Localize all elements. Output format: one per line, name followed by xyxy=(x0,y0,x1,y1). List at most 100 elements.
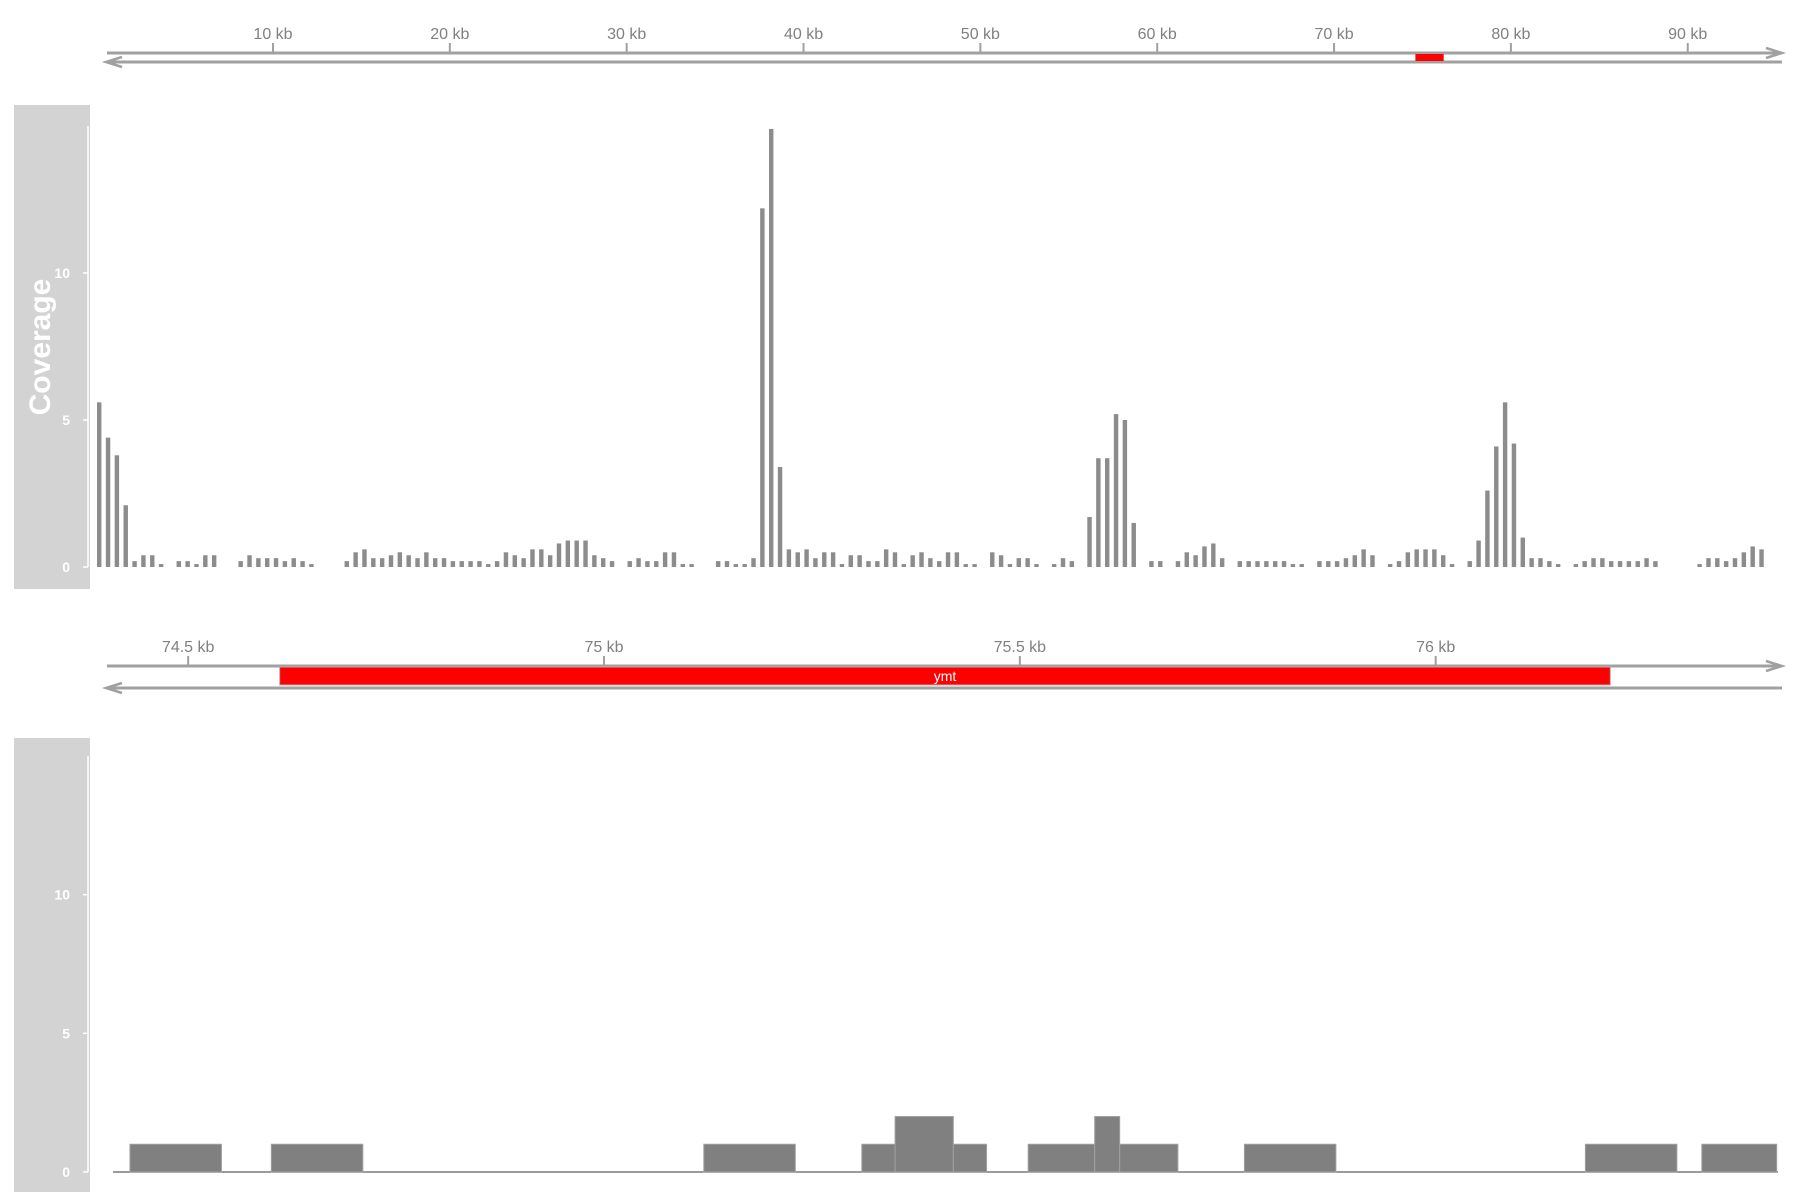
coverage-bar xyxy=(433,558,438,567)
coverage-bar xyxy=(141,555,146,567)
coverage-bar xyxy=(265,558,270,567)
y-axis-tick-label: 5 xyxy=(62,412,70,428)
highlight-region xyxy=(1415,54,1444,61)
coverage-bar xyxy=(945,552,951,567)
coverage-segment xyxy=(952,1143,988,1173)
coverage-bar xyxy=(1113,414,1119,567)
coverage-bar xyxy=(1441,555,1446,567)
coverage-bar xyxy=(176,561,181,567)
genome-axis-tick-label: 10 kb xyxy=(253,26,292,43)
coverage-bar xyxy=(1644,558,1649,567)
coverage-bar xyxy=(150,555,155,567)
coverage-bar xyxy=(1547,561,1552,567)
coverage-bar xyxy=(1051,564,1057,567)
coverage-bar xyxy=(459,561,464,567)
coverage-bar xyxy=(114,455,120,567)
coverage-bar xyxy=(689,564,694,567)
coverage-bar xyxy=(1281,561,1287,567)
coverage-bar xyxy=(1149,561,1154,567)
coverage-segment xyxy=(1243,1143,1337,1173)
coverage-bar xyxy=(1715,558,1720,567)
coverage-segment xyxy=(1119,1143,1179,1173)
coverage-bar xyxy=(247,555,252,567)
coverage-track-panel: Coverage 0 5 10 xyxy=(14,105,90,589)
coverage-bar xyxy=(211,555,217,567)
coverage-bar xyxy=(468,561,473,567)
coverage-bar xyxy=(1016,558,1021,567)
coverage-bar xyxy=(1573,564,1579,567)
coverage-bar xyxy=(972,564,977,567)
arrow-right-icon xyxy=(1765,46,1787,60)
coverage-bar xyxy=(998,555,1004,567)
coverage-bar xyxy=(503,552,509,567)
coverage-bar xyxy=(583,540,588,567)
coverage-bar xyxy=(1122,420,1128,567)
track-title-panel-zoom xyxy=(14,738,90,1192)
coverage-bar xyxy=(592,555,597,567)
coverage-segment xyxy=(1701,1143,1778,1173)
coverage-bar xyxy=(353,552,358,567)
coverage-bar xyxy=(769,128,774,567)
coverage-bar xyxy=(477,561,482,567)
coverage-bar xyxy=(1467,561,1472,567)
genome-axis-tick-label: 30 kb xyxy=(607,26,646,43)
coverage-bar xyxy=(1096,458,1101,567)
coverage-bar xyxy=(1609,561,1614,567)
coverage-bar xyxy=(937,561,942,567)
y-axis-tick-label: 10 xyxy=(54,265,70,281)
coverage-bar xyxy=(1290,564,1296,567)
coverage-bar xyxy=(1741,552,1747,567)
arrow-left-icon xyxy=(101,55,123,69)
coverage-bar xyxy=(1414,549,1419,567)
coverage-bar xyxy=(1387,564,1393,567)
coverage-bar xyxy=(804,549,809,567)
coverage-bar xyxy=(1396,561,1402,567)
coverage-bar xyxy=(565,540,571,567)
coverage-bar xyxy=(344,561,349,567)
coverage-bar xyxy=(848,555,853,567)
coverage-bar xyxy=(627,561,632,567)
coverage-bar xyxy=(132,561,137,567)
coverage-bar xyxy=(1432,549,1437,567)
coverage-bar xyxy=(123,505,128,567)
coverage-bar xyxy=(733,564,739,567)
coverage-bar xyxy=(892,552,898,567)
coverage-bar xyxy=(371,558,376,567)
arrow-left-icon xyxy=(101,681,123,695)
coverage-bar xyxy=(883,549,889,567)
coverage-segment xyxy=(1094,1116,1121,1173)
y-axis-tick-label: 0 xyxy=(62,559,70,575)
coverage-bar xyxy=(362,549,367,567)
coverage-bar xyxy=(309,564,314,567)
coverage-bar xyxy=(574,540,579,567)
coverage-bar xyxy=(1025,558,1030,567)
coverage-bar xyxy=(1600,558,1605,567)
coverage-bar xyxy=(1211,543,1216,567)
coverage-bar xyxy=(954,552,960,567)
coverage-bar xyxy=(1131,522,1136,567)
coverage-bars xyxy=(97,128,1764,567)
coverage-bar xyxy=(1449,564,1455,567)
coverage-bar xyxy=(450,561,456,567)
coverage-bar xyxy=(203,555,208,567)
coverage-bar xyxy=(1264,561,1269,567)
coverage-bar xyxy=(1750,546,1755,567)
coverage-bar xyxy=(928,558,933,567)
coverage-bar xyxy=(654,561,659,567)
coverage-segment xyxy=(861,1143,896,1173)
coverage-bar xyxy=(857,555,862,567)
coverage-bar xyxy=(1494,446,1499,567)
coverage-bar xyxy=(786,549,792,567)
coverage-bar xyxy=(822,552,827,567)
coverage-bar xyxy=(1626,561,1632,567)
coverage-bar xyxy=(1273,561,1278,567)
coverage-bar xyxy=(424,552,429,567)
coverage-segment xyxy=(703,1143,796,1173)
coverage-bar xyxy=(839,564,845,567)
coverage-bar xyxy=(397,552,403,567)
coverage-bar xyxy=(1299,564,1304,567)
coverage-bar xyxy=(742,564,747,567)
genome-axis-tick-label: 80 kb xyxy=(1491,26,1530,43)
zoom-axis-tick-label: 75.5 kb xyxy=(994,639,1047,656)
